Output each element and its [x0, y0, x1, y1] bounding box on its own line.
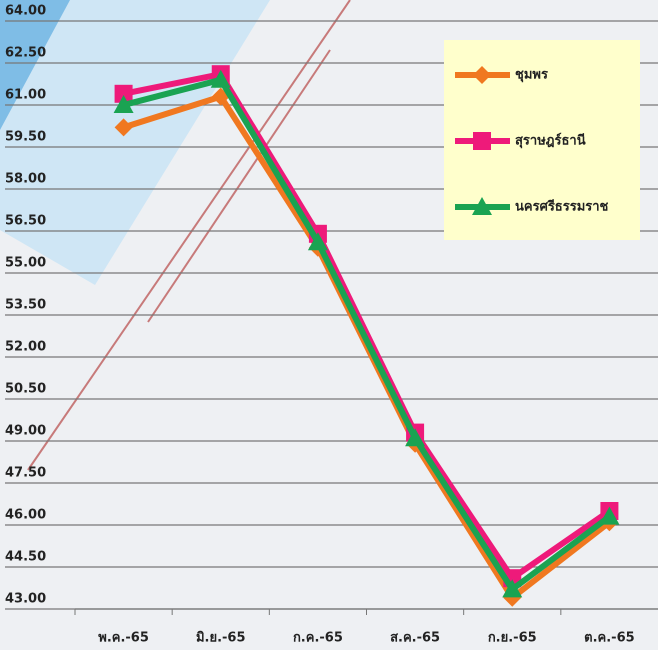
x-tick-label: มิ.ย.-65	[196, 631, 246, 646]
legend-label: สุราษฎร์ธานี	[515, 133, 586, 149]
y-tick-label: 53.50	[5, 298, 46, 313]
marker	[307, 232, 328, 251]
y-tick-label: 61.00	[5, 88, 46, 103]
y-tick-label: 49.00	[5, 424, 46, 439]
marker	[472, 197, 492, 215]
marker	[114, 84, 133, 103]
marker	[405, 428, 426, 447]
series-line	[122, 76, 612, 593]
x-tick-label: พ.ค.-65	[98, 631, 149, 646]
y-tick-label: 47.50	[5, 466, 46, 481]
y-tick-label: 43.00	[5, 592, 46, 607]
decoration	[0, 0, 70, 130]
decoration	[27, 0, 351, 471]
decoration	[147, 49, 331, 323]
marker	[473, 132, 491, 150]
marker	[473, 66, 491, 84]
y-tick-label: 52.00	[5, 340, 46, 355]
marker	[114, 118, 133, 137]
x-tick-label: ต.ค.-65	[584, 631, 635, 646]
y-tick-label: 50.50	[5, 382, 46, 397]
marker	[502, 579, 523, 598]
y-tick-label: 46.00	[5, 508, 46, 523]
y-tick-label: 44.50	[5, 550, 46, 565]
x-tick-label: ส.ค.-65	[390, 631, 440, 646]
decoration	[0, 0, 270, 285]
series-line	[122, 71, 612, 582]
legend-label: ชุมพร	[515, 68, 548, 83]
y-tick-label: 56.50	[5, 214, 46, 229]
y-tick-label: 62.50	[5, 46, 46, 61]
y-tick-label: 58.00	[5, 172, 46, 187]
y-tick-label: 55.00	[5, 256, 46, 271]
y-tick-label: 64.00	[5, 4, 46, 19]
x-tick-label: ก.ย.-65	[488, 631, 537, 646]
x-tick-label: ก.ค.-65	[293, 631, 343, 646]
marker	[113, 95, 134, 113]
y-tick-label: 59.50	[5, 130, 46, 145]
marker	[210, 69, 231, 88]
marker	[599, 506, 620, 525]
legend-label: นครศรีธรรมราช	[515, 199, 609, 215]
